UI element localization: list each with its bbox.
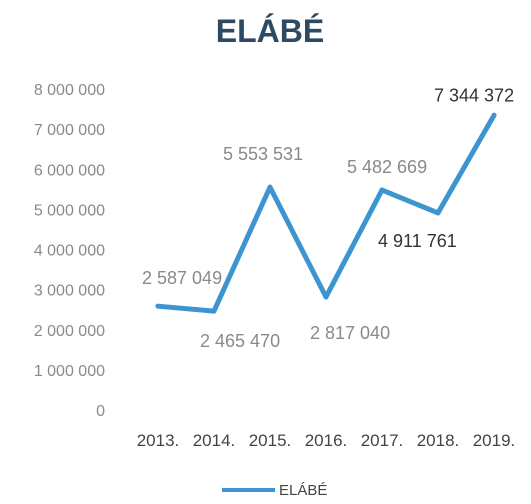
x-tick-label: 2015. [249,431,292,450]
y-tick-label: 5 000 000 [34,202,105,219]
data-point [267,184,273,190]
y-tick-label: 1 000 000 [34,363,105,380]
legend-label: ELÁBÉ [279,482,327,499]
x-tick-label: 2017. [361,431,404,450]
data-labels: 2 587 049 2 465 470 5 553 531 2 817 040 5 48… [142,85,514,351]
y-tick-label: 2 000 000 [34,323,105,340]
y-tick-label: 7 000 000 [34,122,105,139]
y-tick-label: 3 000 000 [34,283,105,300]
x-axis-ticks: 2013. 2014. 2015. 2016. 2017. 2018. 2019. [137,431,516,450]
data-point [435,210,441,216]
legend: ELÁBÉ [222,482,327,499]
x-tick-label: 2013. [137,431,180,450]
y-axis-ticks: 0 1 000 000 2 000 000 3 000 000 4 000 000 5 0… [34,82,105,420]
y-tick-label: 0 [96,403,105,420]
data-label: 5 482 669 [347,157,427,177]
x-tick-label: 2016. [305,431,348,450]
data-label: 2 817 040 [310,323,390,343]
data-point [379,187,385,193]
data-point [211,308,217,314]
data-label: 2 587 049 [142,268,222,288]
series-layer [155,112,497,314]
data-point [323,294,329,300]
y-tick-label: 6 000 000 [34,162,105,179]
x-tick-label: 2018. [417,431,460,450]
data-label: 7 344 372 [434,85,514,105]
y-tick-label: 8 000 000 [34,82,105,99]
x-tick-label: 2019. [473,431,516,450]
chart-title: ELÁBÉ [216,13,324,49]
data-point [155,303,161,309]
data-label: 5 553 531 [223,144,303,164]
y-tick-label: 4 000 000 [34,243,105,260]
data-label: 2 465 470 [200,331,280,351]
x-tick-label: 2014. [193,431,236,450]
data-label: 4 911 761 [378,231,457,251]
data-point [491,112,497,118]
